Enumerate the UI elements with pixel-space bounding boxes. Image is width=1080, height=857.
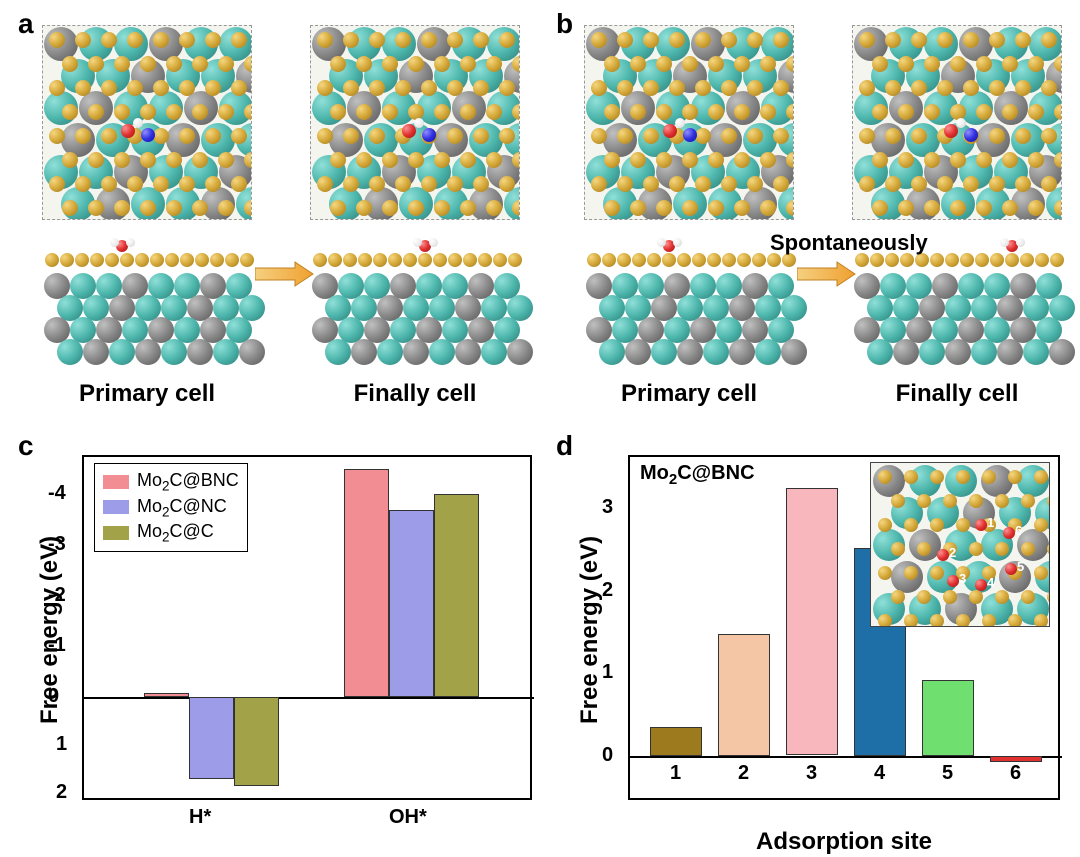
chart-d-bar xyxy=(718,634,770,756)
inset-site-number: 5 xyxy=(1017,559,1024,574)
inset-site-number: 6 xyxy=(1015,523,1022,538)
chart-c-bar xyxy=(344,469,389,697)
panel-b-label: b xyxy=(556,8,573,40)
panel-b-primary-side xyxy=(584,240,794,360)
panel-b-finally-side xyxy=(852,240,1062,360)
chart-c-bar xyxy=(389,510,434,697)
chart-d-ytick: 3 xyxy=(602,496,613,519)
chart-d-xtick: 3 xyxy=(806,762,817,785)
chart-c-zero-line xyxy=(84,697,534,699)
chart-d-xtick: 4 xyxy=(874,762,885,785)
panel-b-finally-label: Finally cell xyxy=(852,380,1062,408)
chart-c-bar xyxy=(234,697,279,786)
spontaneously-label: Spontaneously xyxy=(770,230,928,256)
panel-a-finally-top xyxy=(310,25,520,220)
chart-d-xtick: 2 xyxy=(738,762,749,785)
chart-d-inset: 123456 xyxy=(870,462,1050,627)
chart-d-bar xyxy=(786,488,838,756)
chart-c-legend: Mo2C@BNCMo2C@NCMo2C@C xyxy=(94,463,248,552)
panel-d-label: d xyxy=(556,430,573,462)
inset-site-number: 3 xyxy=(959,571,966,586)
panel-a-finally-side xyxy=(310,240,520,360)
chart-c-ylabel: Free energy (eV) xyxy=(36,524,64,724)
chart-c: -4-3-2-1012H*OH*Mo2C@BNCMo2C@NCMo2C@C xyxy=(82,455,532,800)
panel-a-primary-label: Primary cell xyxy=(42,380,252,408)
chart-c-xtick: H* xyxy=(189,806,211,829)
panel-a-primary-top xyxy=(42,25,252,220)
chart-c-ytick: 1 xyxy=(56,733,67,756)
chart-c-bar xyxy=(189,697,234,779)
chart-d-xtick: 1 xyxy=(670,762,681,785)
chart-c-ytick: 2 xyxy=(56,781,67,804)
chart-d-ylabel: Free energy (eV) xyxy=(576,524,604,724)
inset-site-number: 1 xyxy=(987,515,994,530)
panel-b-finally-top xyxy=(852,25,1062,220)
figure-container: a b c d Primary cell Finally cell Sponta… xyxy=(0,0,1080,857)
chart-c-bar xyxy=(434,494,479,697)
chart-c-bar xyxy=(144,693,189,697)
panel-a-finally-label: Finally cell xyxy=(310,380,520,408)
chart-d-xlabel: Adsorption site xyxy=(628,828,1060,856)
inset-site-number: 2 xyxy=(949,545,956,560)
panel-b-primary-label: Primary cell xyxy=(584,380,794,408)
chart-d-ytick: 0 xyxy=(602,744,613,767)
chart-d-bar xyxy=(922,680,974,756)
panel-c-label: c xyxy=(18,430,34,462)
chart-c-ytick: -4 xyxy=(48,482,66,505)
arrow-b xyxy=(797,260,857,288)
panel-a-primary-side xyxy=(42,240,252,360)
panel-b-primary-top xyxy=(584,25,794,220)
panel-a-label: a xyxy=(18,8,34,40)
chart-d-xtick: 5 xyxy=(942,762,953,785)
chart-d-title: Mo2C@BNC xyxy=(640,462,755,488)
arrow-a xyxy=(255,260,315,288)
inset-site-number: 4 xyxy=(987,575,994,590)
chart-d-bar xyxy=(650,727,702,756)
chart-d-xtick: 6 xyxy=(1010,762,1021,785)
chart-c-xtick: OH* xyxy=(389,806,427,829)
